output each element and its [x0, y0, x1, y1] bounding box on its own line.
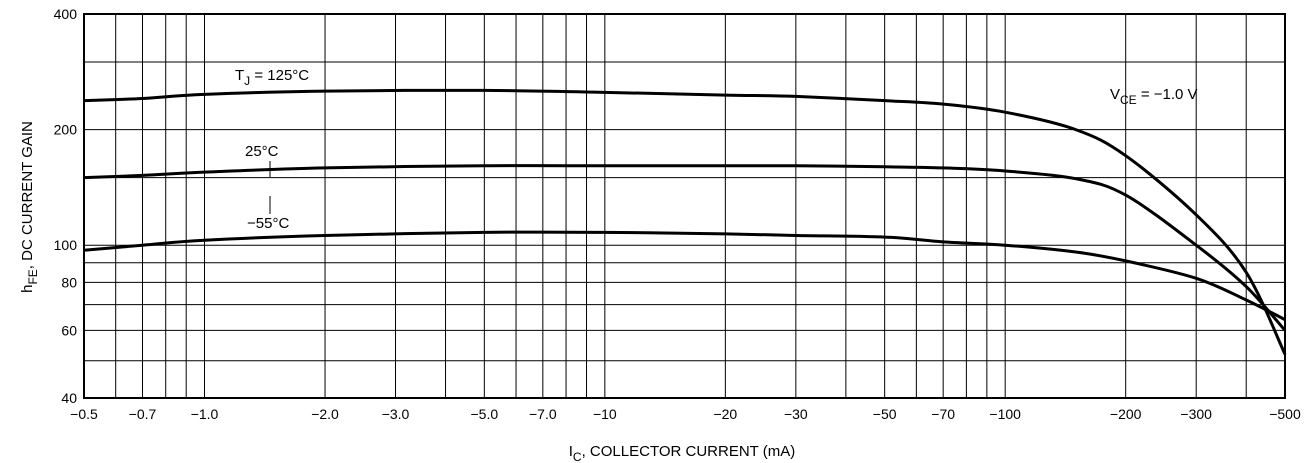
x-tick-label: −500	[1269, 406, 1301, 422]
y-tick-label: 60	[61, 322, 77, 338]
x-tick-label: −20	[713, 406, 737, 422]
y-tick-label: 200	[54, 122, 78, 138]
series-label-125c: TJ = 125°C	[235, 67, 309, 88]
y-tick-label: 40	[61, 390, 77, 406]
x-tick-label: −0.7	[129, 406, 157, 422]
x-tick-label: −1.0	[191, 406, 219, 422]
x-tick-label: −7.0	[529, 406, 557, 422]
series-label-25c: 25°C	[245, 143, 279, 160]
plot-frame	[83, 13, 1286, 399]
x-tick-label: −300	[1180, 406, 1212, 422]
series-label-minus55c: −55°C	[247, 215, 289, 232]
x-tick-label: −5.0	[471, 406, 499, 422]
x-tick-label: −100	[989, 406, 1021, 422]
x-tick-label: −0.5	[70, 406, 98, 422]
curves	[83, 88, 1287, 355]
series-line-0	[83, 88, 1287, 355]
x-tick-label: −10	[593, 406, 617, 422]
x-tick-labels: −0.5 −0.7 −1.0 −2.0 −3.0 −5.0 −7.0 −10 −20 −30 −50…	[70, 406, 1301, 422]
x-tick-label: −200	[1110, 406, 1142, 422]
y-tick-label: 80	[61, 274, 77, 290]
y-tick-label: 400	[54, 6, 78, 22]
y-tick-label: 100	[54, 237, 78, 253]
x-tick-label: −2.0	[311, 406, 339, 422]
y-tick-labels: 40 60 80 100 200 400	[54, 6, 78, 406]
y-axis-title: hFE, DC CURRENT GAIN	[19, 121, 40, 293]
vce-condition-label: VCE = −1.0 V	[1110, 86, 1198, 107]
x-tick-label: −50	[873, 406, 897, 422]
x-axis-title: IC, COLLECTOR CURRENT (mA)	[569, 443, 795, 463]
x-tick-label: −30	[784, 406, 808, 422]
series-line-1	[83, 164, 1287, 332]
x-tick-label: −70	[931, 406, 955, 422]
series-line-2	[83, 230, 1286, 321]
x-tick-label: −3.0	[382, 406, 410, 422]
